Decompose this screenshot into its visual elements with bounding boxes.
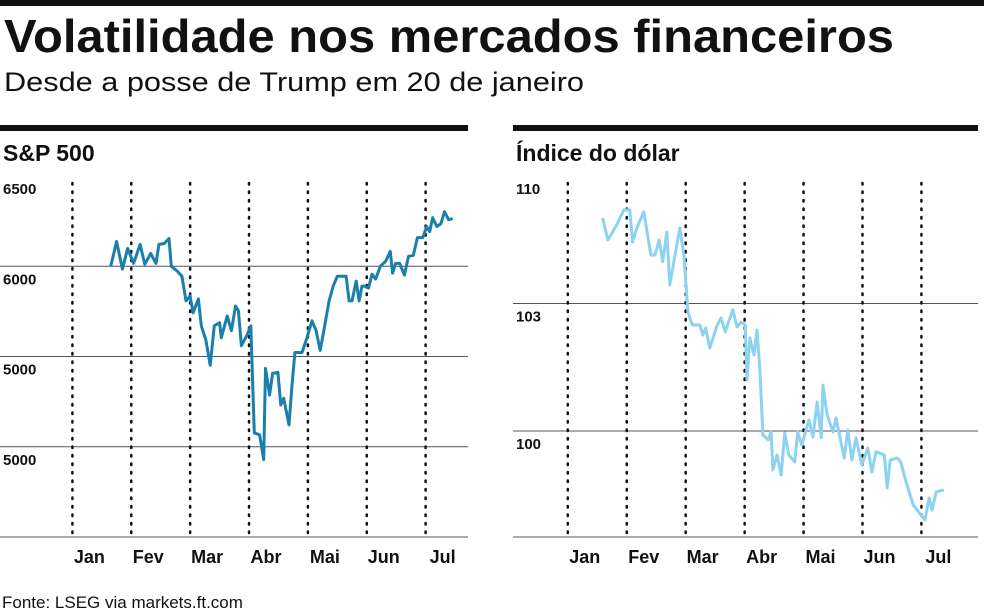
y-tick-label: 5000 bbox=[3, 362, 36, 379]
page-title: Volatilidade nos mercados financeiros bbox=[4, 10, 894, 62]
y-tick-label: 6500 bbox=[3, 181, 36, 198]
page-subtitle: Desde a posse de Trump em 20 de janeiro bbox=[4, 67, 584, 97]
x-tick-label: Jun bbox=[368, 547, 400, 567]
y-tick-label: 110 bbox=[516, 181, 540, 198]
y-tick-label: 103 bbox=[516, 308, 541, 325]
x-tick-label: Jun bbox=[863, 547, 895, 567]
panel-rule bbox=[0, 125, 468, 131]
panel-title: S&P 500 bbox=[3, 140, 95, 166]
x-tick-label: Jul bbox=[430, 547, 456, 567]
source: Fonte: LSEG via markets.ft.com bbox=[2, 593, 243, 612]
price-line bbox=[109, 210, 454, 462]
y-tick-label: 5000 bbox=[3, 452, 36, 469]
x-tick-label: Fev bbox=[628, 547, 659, 567]
top-rule bbox=[0, 0, 984, 6]
x-tick-label: Abr bbox=[251, 547, 282, 567]
x-tick-label: Mai bbox=[806, 547, 836, 567]
panel-title: Índice do dólar bbox=[516, 139, 680, 166]
x-tick-label: Mar bbox=[687, 547, 719, 567]
x-tick-label: Abr bbox=[746, 547, 777, 567]
panel-rule bbox=[513, 125, 978, 131]
x-tick-label: Mai bbox=[310, 547, 340, 567]
x-tick-label: Jul bbox=[925, 547, 951, 567]
y-tick-label: 6000 bbox=[3, 271, 36, 288]
x-tick-label: Mar bbox=[191, 547, 223, 567]
x-tick-label: Jan bbox=[74, 547, 105, 567]
price-line bbox=[601, 208, 945, 522]
y-tick-label: 100 bbox=[516, 436, 541, 453]
x-tick-label: Fev bbox=[133, 547, 164, 567]
x-tick-label: Jan bbox=[569, 547, 600, 567]
